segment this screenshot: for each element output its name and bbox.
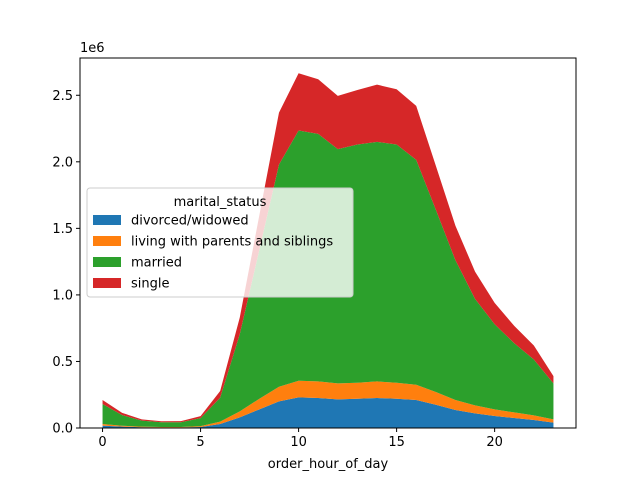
y-tick-label: 0.5: [52, 355, 73, 370]
x-tick-label: 15: [388, 435, 405, 450]
legend-label: living with parents and siblings: [131, 235, 333, 250]
legend-swatch: [93, 236, 121, 246]
legend-swatch: [93, 278, 121, 288]
y-offset-text: 1e6: [80, 41, 105, 56]
y-tick-label: 1.0: [52, 288, 73, 303]
legend-box: [86, 187, 354, 298]
legend-label: divorced/widowed: [131, 214, 249, 229]
y-tick-label: 0.0: [52, 422, 73, 437]
plot-frame: [79, 57, 577, 429]
x-tick-label: 0: [98, 435, 106, 450]
y-tick-label: 2.5: [52, 89, 73, 104]
legend-label: married: [131, 256, 182, 271]
x-tick-label: 10: [290, 435, 307, 450]
y-tick-label: 1.5: [52, 222, 73, 237]
x-tick-label: 5: [196, 435, 204, 450]
area-series-1: [102, 397, 554, 428]
y-axis-ticks: 0.0 0.5 1.0 1.5 2.0 2.5: [52, 89, 80, 437]
legend-items: divorced/widowed living with parents and …: [93, 214, 333, 292]
legend-label: single: [131, 277, 170, 292]
legend-swatch: [93, 257, 121, 267]
area-series-4: [102, 73, 554, 423]
legend: marital_status divorced/widowed living wi…: [86, 187, 354, 298]
area-series-2: [102, 380, 554, 428]
x-axis-label: order_hour_of_day: [268, 457, 389, 472]
x-axis-ticks: 0 5 10 15 20: [98, 428, 503, 450]
legend-swatch: [93, 215, 121, 225]
legend-title: marital_status: [174, 195, 267, 210]
y-tick-label: 2.0: [52, 155, 73, 170]
x-tick-label: 20: [486, 435, 503, 450]
